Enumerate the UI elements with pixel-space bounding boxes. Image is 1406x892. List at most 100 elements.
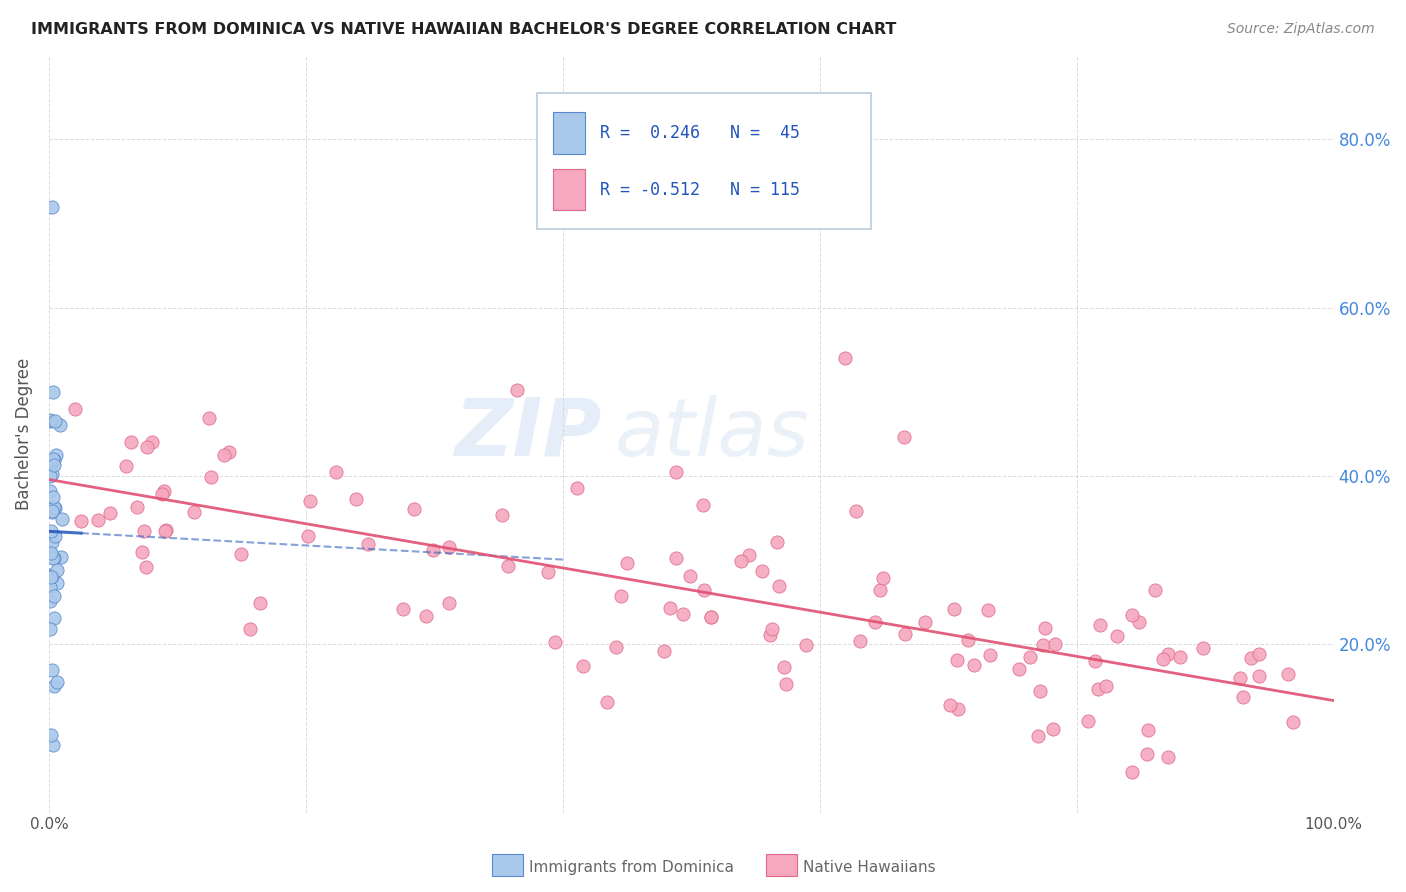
Point: [665, 465, 688, 479]
Point: [1229, 671, 1251, 685]
Point: [42, 453, 65, 467]
Point: [42, 452, 65, 467]
Point: [1247, 647, 1270, 661]
Point: [404, 501, 426, 516]
Point: [132, 524, 155, 539]
Point: [49, 418, 72, 433]
Point: [845, 504, 868, 518]
Point: [1105, 629, 1128, 643]
Point: [491, 508, 513, 522]
Point: [41, 505, 63, 519]
Point: [1144, 582, 1167, 597]
Point: [42, 384, 65, 399]
Text: R =  0.246   N =  45: R = 0.246 N = 45: [600, 124, 800, 142]
Point: [893, 430, 915, 444]
Point: [200, 470, 222, 484]
Point: [46, 674, 69, 689]
Point: [437, 540, 460, 554]
Point: [42, 500, 65, 515]
Point: [1137, 723, 1160, 737]
Point: [1157, 647, 1180, 661]
Point: [39, 567, 62, 582]
Point: [699, 610, 721, 624]
Point: [1026, 729, 1049, 743]
Point: [42, 458, 65, 473]
Point: [41, 467, 63, 482]
Text: ZIP: ZIP: [454, 395, 602, 473]
Point: [942, 601, 965, 615]
Point: [114, 459, 136, 474]
Point: [1121, 607, 1143, 622]
Point: [38, 469, 60, 483]
Point: [38, 622, 60, 636]
Point: [45, 448, 67, 462]
Point: [1088, 618, 1111, 632]
Point: [869, 583, 891, 598]
Point: [1232, 690, 1254, 705]
Point: [42, 738, 65, 752]
Point: [38, 413, 60, 427]
Point: [214, 448, 236, 462]
Text: R = -0.512   N = 115: R = -0.512 N = 115: [600, 180, 800, 199]
Point: [1192, 641, 1215, 656]
Point: [758, 628, 780, 642]
Point: [945, 653, 967, 667]
Bar: [553, 169, 585, 211]
Point: [422, 543, 444, 558]
Point: [49, 549, 72, 564]
Point: [141, 435, 163, 450]
Point: [44, 501, 66, 516]
Point: [198, 410, 221, 425]
Point: [863, 615, 886, 629]
Point: [120, 434, 142, 449]
Point: [849, 633, 872, 648]
Point: [41, 490, 63, 504]
Point: [768, 579, 790, 593]
Point: [834, 351, 856, 365]
Point: [761, 622, 783, 636]
Point: [39, 414, 62, 428]
Point: [298, 494, 321, 508]
Point: [1084, 654, 1107, 668]
Point: [596, 695, 619, 709]
Point: [135, 560, 157, 574]
Text: atlas: atlas: [614, 395, 808, 473]
Point: [1033, 621, 1056, 635]
Point: [1282, 715, 1305, 730]
Point: [565, 481, 588, 495]
Point: [249, 596, 271, 610]
Point: [39, 570, 62, 584]
Point: [70, 514, 93, 528]
Point: [872, 571, 894, 585]
Point: [44, 529, 66, 543]
Point: [155, 523, 177, 537]
Point: [1045, 637, 1067, 651]
Bar: [553, 112, 585, 153]
Point: [325, 465, 347, 479]
Text: Source: ZipAtlas.com: Source: ZipAtlas.com: [1227, 22, 1375, 37]
Point: [415, 608, 437, 623]
Point: [42, 679, 65, 693]
Point: [51, 512, 73, 526]
Point: [1008, 662, 1031, 676]
Point: [100, 507, 122, 521]
Point: [751, 564, 773, 578]
Point: [150, 487, 173, 501]
Point: [775, 677, 797, 691]
Point: [730, 553, 752, 567]
Point: [572, 658, 595, 673]
Point: [39, 580, 62, 594]
Point: [356, 537, 378, 551]
Point: [437, 596, 460, 610]
Point: [1157, 749, 1180, 764]
Y-axis label: Bachelor's Degree: Bachelor's Degree: [15, 358, 32, 510]
Point: [41, 728, 63, 742]
Point: [544, 634, 567, 648]
Point: [39, 594, 62, 608]
Point: [41, 535, 63, 549]
Point: [979, 648, 1001, 662]
Point: [42, 551, 65, 566]
Point: [1077, 714, 1099, 728]
Point: [654, 644, 676, 658]
Point: [39, 524, 62, 538]
